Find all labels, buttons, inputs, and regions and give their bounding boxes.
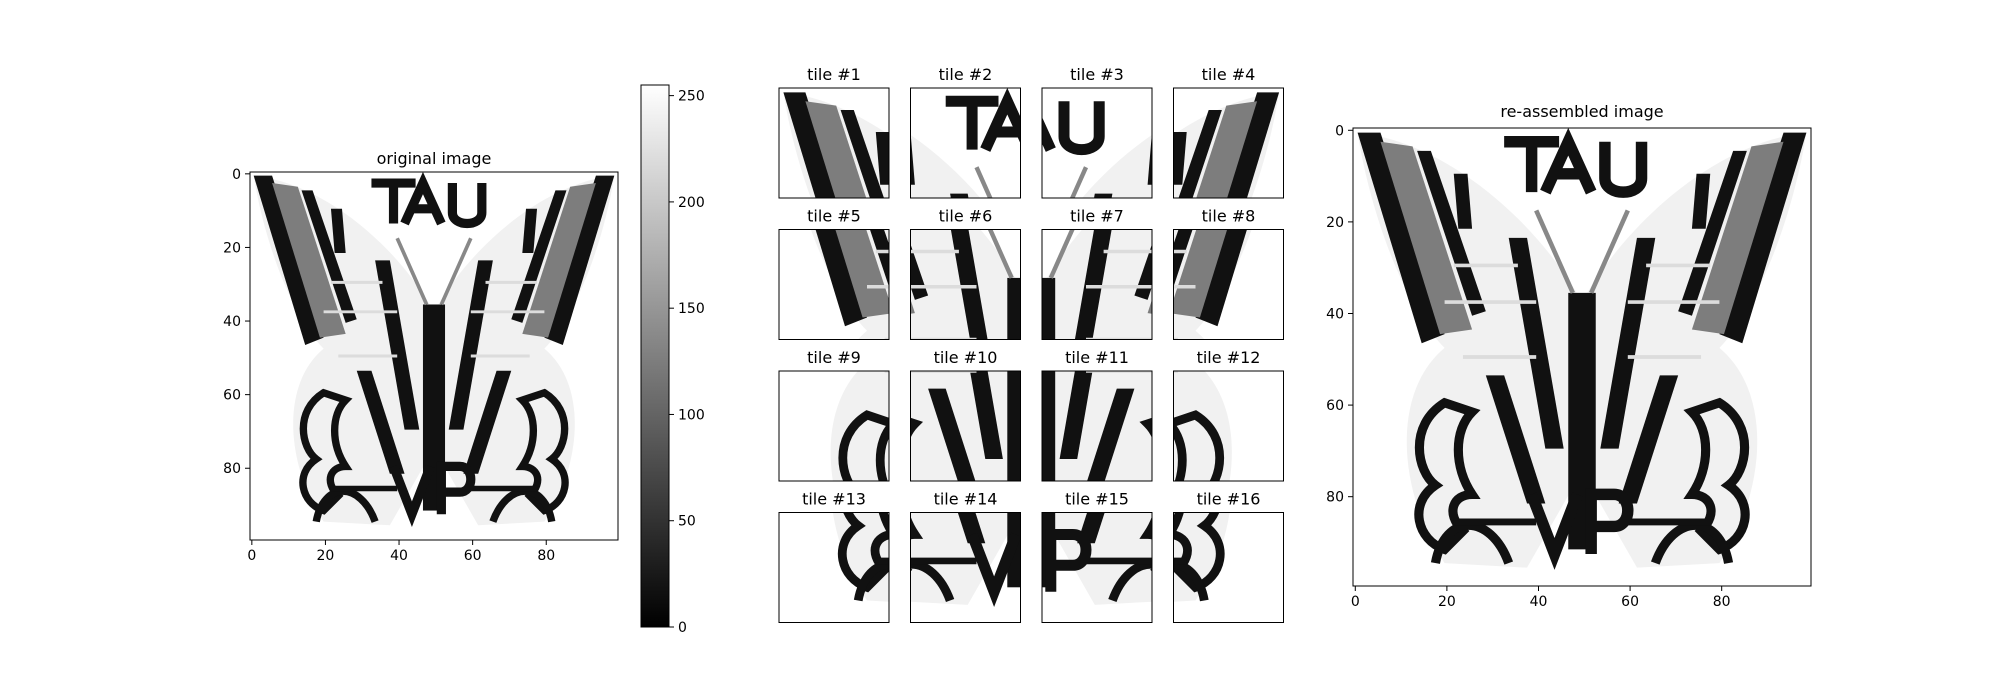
tile-title: tile #2 [939,65,993,84]
tile-frame [778,370,890,482]
original-image-ytick-label: 0 [232,167,241,183]
tile-frame [910,512,1021,623]
original-image-panel: original image 0 20 40 60 80 0 20 40 60 80 [223,149,619,564]
tile-3: tile #3 [1041,65,1153,199]
original-image-ytick-label: 80 [223,461,241,477]
colorbar-tick-label: 200 [678,195,705,211]
original-image-xtick-label: 40 [390,548,408,564]
tile-4: tile #4 [1173,65,1284,199]
tile-frame [1041,87,1153,199]
colorbar-gradient [640,84,670,628]
tile-title: tile #14 [934,490,998,509]
tile-frame [910,370,1021,482]
tile-frame [910,87,1021,199]
tile-10: tile #10 [910,348,1021,482]
reassembled-image-xtick-label: 20 [1438,594,1456,610]
original-image-heatmap [250,172,618,540]
tile-title: tile #16 [1197,490,1261,509]
tile-5: tile #5 [778,207,890,340]
tile-title: tile #12 [1197,348,1261,367]
tile-15: tile #15 [1041,490,1153,623]
tile-frame [1173,370,1284,482]
reassembled-image-ytick-label: 80 [1326,490,1344,506]
tile-16: tile #16 [1173,490,1284,623]
tile-frame [1173,229,1284,340]
reassembled-image-xtick-label: 60 [1621,594,1639,610]
tile-title: tile #13 [802,490,866,509]
tile-frame [778,512,890,623]
tile-2: tile #2 [910,65,1021,199]
tile-9: tile #9 [778,348,890,482]
reassembled-image-axes: 0 20 40 60 80 0 20 40 60 80 [1326,123,1730,610]
original-image-ytick-label: 20 [223,240,241,256]
reassembled-image-panel: re-assembled image 0 20 40 60 80 0 20 40 60 80 [1326,102,1812,610]
colorbar-tick-label: 250 [678,89,705,105]
reassembled-image-ytick-label: 60 [1326,398,1344,414]
tile-title: tile #1 [807,65,861,84]
tile-frame [1041,229,1153,340]
tile-frame [1041,512,1153,623]
colorbar-tick-label: 0 [678,620,687,636]
tile-title: tile #7 [1070,207,1124,226]
reassembled-image-title: re-assembled image [1500,102,1663,121]
original-image-xtick-label: 80 [537,548,555,564]
tile-title: tile #15 [1065,490,1129,509]
reassembled-image-heatmap [1353,128,1811,586]
tile-title: tile #3 [1070,65,1124,84]
tile-frame [778,87,890,199]
tile-1: tile #1 [778,65,890,199]
tile-title: tile #11 [1065,348,1129,367]
original-image-xtick-label: 20 [317,548,335,564]
original-image-xtick-label: 60 [464,548,482,564]
tile-frame [1041,370,1153,482]
tile-frame [1173,512,1284,623]
tile-frame [778,229,890,340]
tile-title: tile #10 [934,348,998,367]
tile-title: tile #9 [807,348,861,367]
colorbar: 0 50 100 150 200 250 [640,84,705,636]
tile-title: tile #8 [1202,207,1256,226]
colorbar-tick-label: 100 [678,407,705,423]
tile-12: tile #12 [1173,348,1284,482]
tile-14: tile #14 [910,490,1021,623]
original-image-title: original image [377,149,492,168]
reassembled-image-ytick-label: 20 [1326,215,1344,231]
tiles-grid: tile #1 tile #2 tile #3 tile #4 tile #5 tile … [778,65,1284,623]
tile-13: tile #13 [778,490,890,623]
colorbar-axis: 0 50 100 150 200 250 [669,89,705,636]
tile-title: tile #4 [1202,65,1256,84]
tile-11: tile #11 [1041,348,1153,482]
colorbar-tick-label: 150 [678,301,705,317]
tile-8: tile #8 [1173,207,1284,340]
reassembled-image-xtick-label: 0 [1351,594,1360,610]
original-image-ytick-label: 60 [223,388,241,404]
tile-7: tile #7 [1041,207,1153,340]
tile-title: tile #5 [807,207,861,226]
original-image-ytick-label: 40 [223,314,241,330]
tile-6: tile #6 [910,207,1021,340]
tile-frame [1173,87,1284,199]
reassembled-image-ytick-label: 40 [1326,306,1344,322]
tile-frame [910,229,1021,340]
reassembled-image-xtick-label: 80 [1713,594,1731,610]
original-image-xtick-label: 0 [247,548,256,564]
original-image-axes: 0 20 40 60 80 0 20 40 60 80 [223,167,555,564]
colorbar-tick-label: 50 [678,514,696,530]
tile-title: tile #6 [939,207,993,226]
reassembled-image-ytick-label: 0 [1335,123,1344,139]
reassembled-image-xtick-label: 40 [1530,594,1548,610]
